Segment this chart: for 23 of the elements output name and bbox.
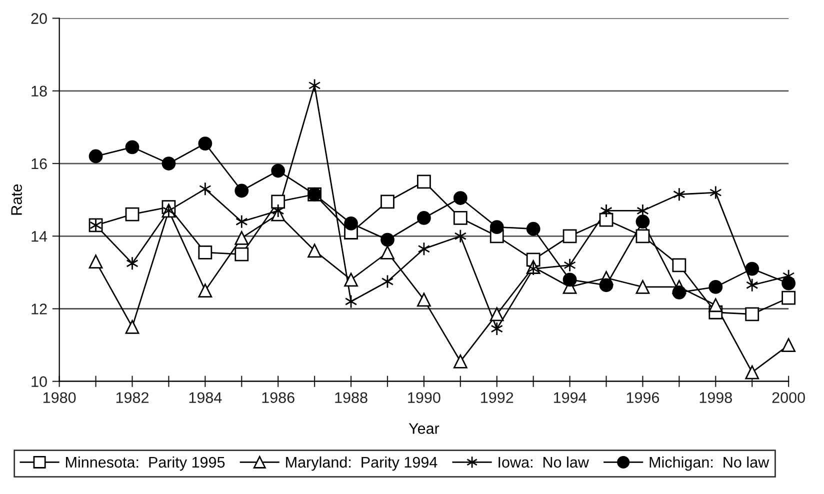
y-tick-label: 16	[32, 158, 47, 170]
y-tick-label: 14	[32, 231, 48, 242]
x-tick-label: 1998	[700, 392, 732, 404]
x-tick-label: 1996	[626, 392, 660, 404]
x-tick-label: 1992	[481, 392, 514, 404]
x-tick-label: 2000	[772, 392, 805, 404]
legend-label: Iowa: No law	[498, 456, 589, 468]
x-tick-label: 1990	[408, 392, 440, 404]
legend-label: Minnesota: Parity 1995	[66, 456, 225, 471]
legend-label: Michigan: No law	[650, 456, 770, 471]
y-axis-title: Rate	[11, 184, 22, 215]
legend-label: Maryland: Parity 1994	[286, 456, 438, 471]
y-tick-label: 18	[32, 86, 47, 97]
x-tick-label: 1988	[335, 392, 368, 404]
y-tick-label: 10	[32, 376, 47, 388]
x-tick-label: 1986	[262, 392, 294, 404]
y-tick-label: 12	[32, 304, 47, 314]
x-tick-label: 1980	[44, 392, 76, 404]
x-tick-label: 1994	[554, 392, 586, 404]
x-axis-title: Year	[408, 423, 440, 434]
x-tick-label: 1984	[189, 392, 222, 404]
y-tick-label: 20	[31, 13, 47, 24]
x-tick-label: 1982	[116, 392, 148, 404]
